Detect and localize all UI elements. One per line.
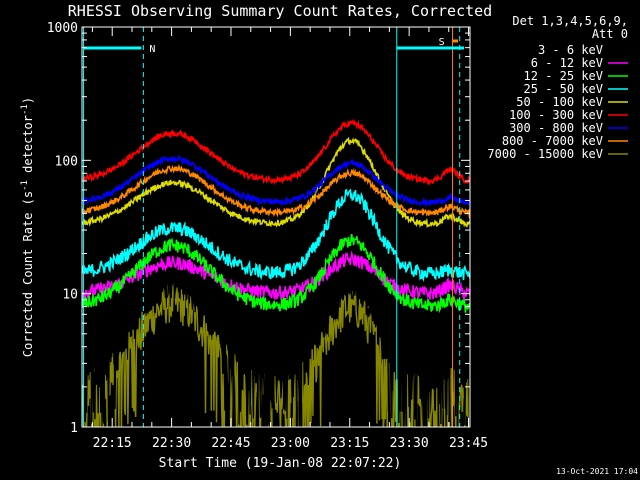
- y-axis-label: Corrected Count Rate (s-1 detector-1): [20, 97, 35, 357]
- series-line-2: [82, 233, 470, 314]
- y-tick-label: 10: [62, 288, 78, 303]
- axis-layer: 1 10 100 1000 22:15 22:30 22:45 23:00 23:15 23:30…: [47, 21, 488, 451]
- flag-label-n: N: [149, 44, 155, 55]
- legend-label-7: 800 - 7000 keV: [502, 134, 603, 148]
- x-tick-label: 23:30: [390, 436, 429, 451]
- series-line-8: [82, 283, 470, 427]
- timestamp: 13-Oct-2021 17:04: [556, 467, 638, 476]
- y-tick-label: 1: [70, 421, 78, 436]
- legend-label-6: 300 - 800 keV: [509, 121, 603, 135]
- series-line-7: [82, 163, 470, 220]
- legend-header-line1: Det 1,3,4,5,6,9,: [512, 14, 628, 28]
- series-line-3: [82, 188, 470, 283]
- legend-label-8: 7000 - 15000 keV: [487, 147, 603, 161]
- series-line-6: [82, 154, 470, 208]
- legend-label-4: 50 - 100 keV: [516, 95, 603, 109]
- overlay-layer: NS: [83, 27, 465, 427]
- y-axis-label-main: Corrected Count Rate (s: [21, 191, 35, 357]
- x-tick-label: 23:00: [271, 436, 310, 451]
- x-tick-label: 23:45: [449, 436, 488, 451]
- legend-label-1: 6 - 12 keV: [531, 56, 603, 70]
- y-tick-label: 1000: [47, 21, 78, 36]
- y-tick-label: 100: [55, 154, 78, 169]
- series-line-5: [82, 118, 470, 186]
- data-layer: [82, 118, 470, 427]
- legend-header-line2: Att 0: [592, 27, 628, 41]
- x-tick-label: 22:30: [152, 436, 191, 451]
- series-line-4: [82, 136, 470, 229]
- y-axis-label-mid: detector: [21, 115, 35, 180]
- y-axis-label-sup2: -1: [20, 104, 30, 115]
- legend-label-5: 100 - 300 keV: [509, 108, 603, 122]
- x-tick-label: 23:15: [330, 436, 369, 451]
- legend-label-0: 3 - 6 keV: [538, 43, 603, 57]
- series-line-0: [82, 260, 470, 427]
- legend-label-2: 12 - 25 keV: [524, 69, 603, 83]
- chart-title: RHESSI Observing Summary Count Rates, Co…: [68, 2, 492, 20]
- series-line-1: [82, 250, 470, 302]
- flag-label-s: S: [439, 37, 445, 48]
- plot-frame: [81, 26, 471, 428]
- y-axis-label-end: ): [21, 97, 35, 104]
- x-axis-label: Start Time (19-Jan-08 22:07:22): [159, 456, 402, 471]
- x-tick-label: 22:45: [211, 436, 250, 451]
- x-tick-label: 22:15: [93, 436, 132, 451]
- y-axis-label-sup1: -1: [20, 180, 30, 191]
- legend-label-3: 25 - 50 keV: [524, 82, 603, 96]
